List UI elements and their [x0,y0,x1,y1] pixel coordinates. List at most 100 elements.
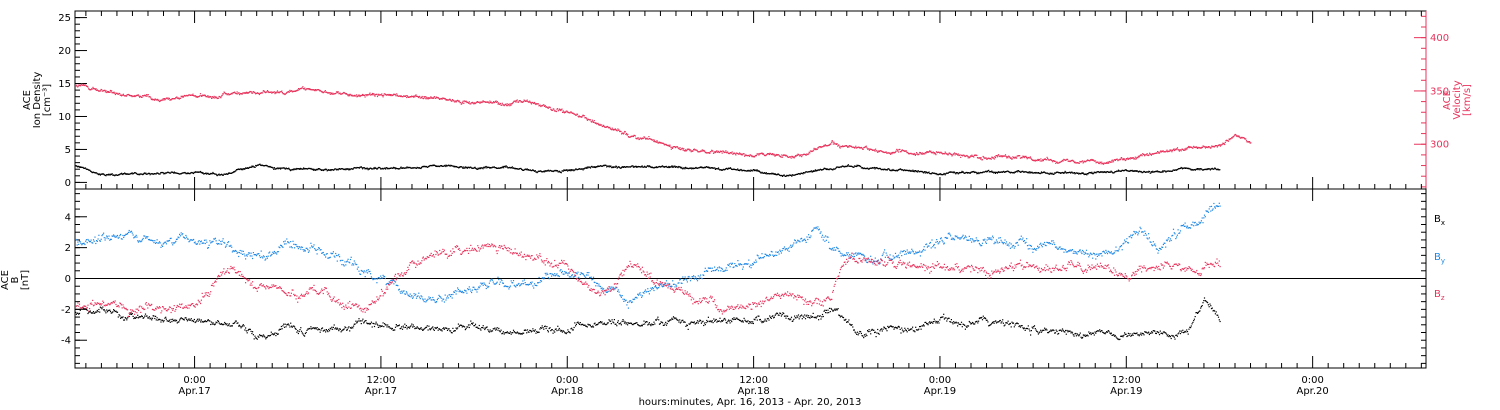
bx-series-point [257,335,259,337]
bx-series-point [96,311,98,313]
velocity-series-point [182,96,184,98]
velocity-series-point [1011,158,1013,160]
density-series-point [1133,170,1135,172]
density-series-point [472,167,474,169]
density-series-point [1145,171,1147,173]
velocity-series-point [1052,160,1054,162]
density-series-point [919,171,921,173]
velocity-series-point [846,145,848,147]
bx-series-point [693,321,695,323]
velocity-series-point [424,96,426,98]
velocity-series-point [371,92,374,95]
bx-series-point [585,325,587,327]
bx-series-point [405,325,407,327]
velocity-series-point [837,145,839,147]
bx-series-point [377,324,379,326]
bx-series-point [673,317,675,319]
velocity-series-point [1052,161,1054,163]
bx-series-point [428,325,430,327]
density-series-point [89,169,91,171]
velocity-series-point [83,83,85,86]
density-series-point [652,166,654,169]
density-series-point [604,164,606,166]
velocity-series-point [686,148,688,150]
bx-series-point [789,319,791,321]
velocity-series-point [1133,158,1135,160]
velocity-series-point [498,102,500,104]
density-series-point [493,166,495,168]
bx-series-point [887,325,889,327]
bx-series-point [766,318,768,320]
bx-series-point [339,328,341,330]
density-series-point [205,172,207,174]
density-series-point [307,167,310,169]
velocity-series-point [359,95,361,98]
velocity-series-point [526,99,528,101]
velocity-series-point [627,133,629,136]
bx-series-point [435,327,437,330]
density-series-point [588,166,590,168]
density-series-point [466,166,468,168]
velocity-series-point [945,152,947,154]
bx-series-point [849,323,851,325]
bx-series-point [663,324,665,326]
density-axis-title: Ion Density [32,72,43,129]
bx-series-point [365,320,367,322]
velocity-series-point [207,95,209,97]
velocity-series-point [944,151,946,153]
bx-series-point [100,307,102,309]
velocity-series-point [88,88,90,90]
velocity-series-point [1034,160,1036,162]
density-series-point [949,171,951,173]
velocity-series-point [671,147,674,149]
bx-series-point [787,318,789,320]
bx-series-point [83,308,85,310]
density-series-point [440,165,442,167]
bx-series-point [228,324,230,326]
bx-series-point [515,332,517,334]
bx-series-point [147,317,149,319]
bx-series-point [780,315,782,317]
velocity-series-point [648,136,650,138]
velocity-series-point [314,89,316,91]
density-series-point [445,165,447,168]
density-series-point [667,166,669,169]
bx-series-point [744,319,746,321]
velocity-series-point [1044,158,1046,160]
bx-series-point [776,312,778,314]
bx-series-point [860,332,862,335]
density-series-point [293,169,295,171]
velocity-series-point [839,147,841,149]
bx-series-point [172,318,174,320]
velocity-series-point [1180,149,1182,151]
velocity-series-point [1054,160,1056,162]
bx-series-point [148,317,150,319]
velocity-series-point [783,154,785,156]
velocity-series-point [329,93,331,95]
bx-series-point [912,326,914,328]
bx-series-point [366,322,368,324]
velocity-series-point [875,148,877,150]
bx-series-point [641,324,643,326]
velocity-series-point [980,158,982,160]
velocity-series-point [1224,143,1226,146]
density-series-point [968,172,970,174]
density-series-point [1165,171,1167,173]
bx-series-point [508,332,510,334]
density-series-point [1201,168,1203,170]
velocity-series-point [140,95,142,98]
bx-series-point [486,326,488,328]
density-series-point [1157,170,1159,172]
velocity-series-point [1195,146,1197,148]
bx-series-point [936,322,938,324]
velocity-series-point [724,151,726,153]
velocity-series-point [1105,162,1107,164]
velocity-series-point [714,151,716,154]
bx-series-point [328,328,330,331]
bx-series-point [199,319,201,321]
bx-series-point [828,307,831,309]
bx-series-point [268,335,270,337]
bx-series-point [647,324,649,326]
density-series-point [703,167,705,169]
